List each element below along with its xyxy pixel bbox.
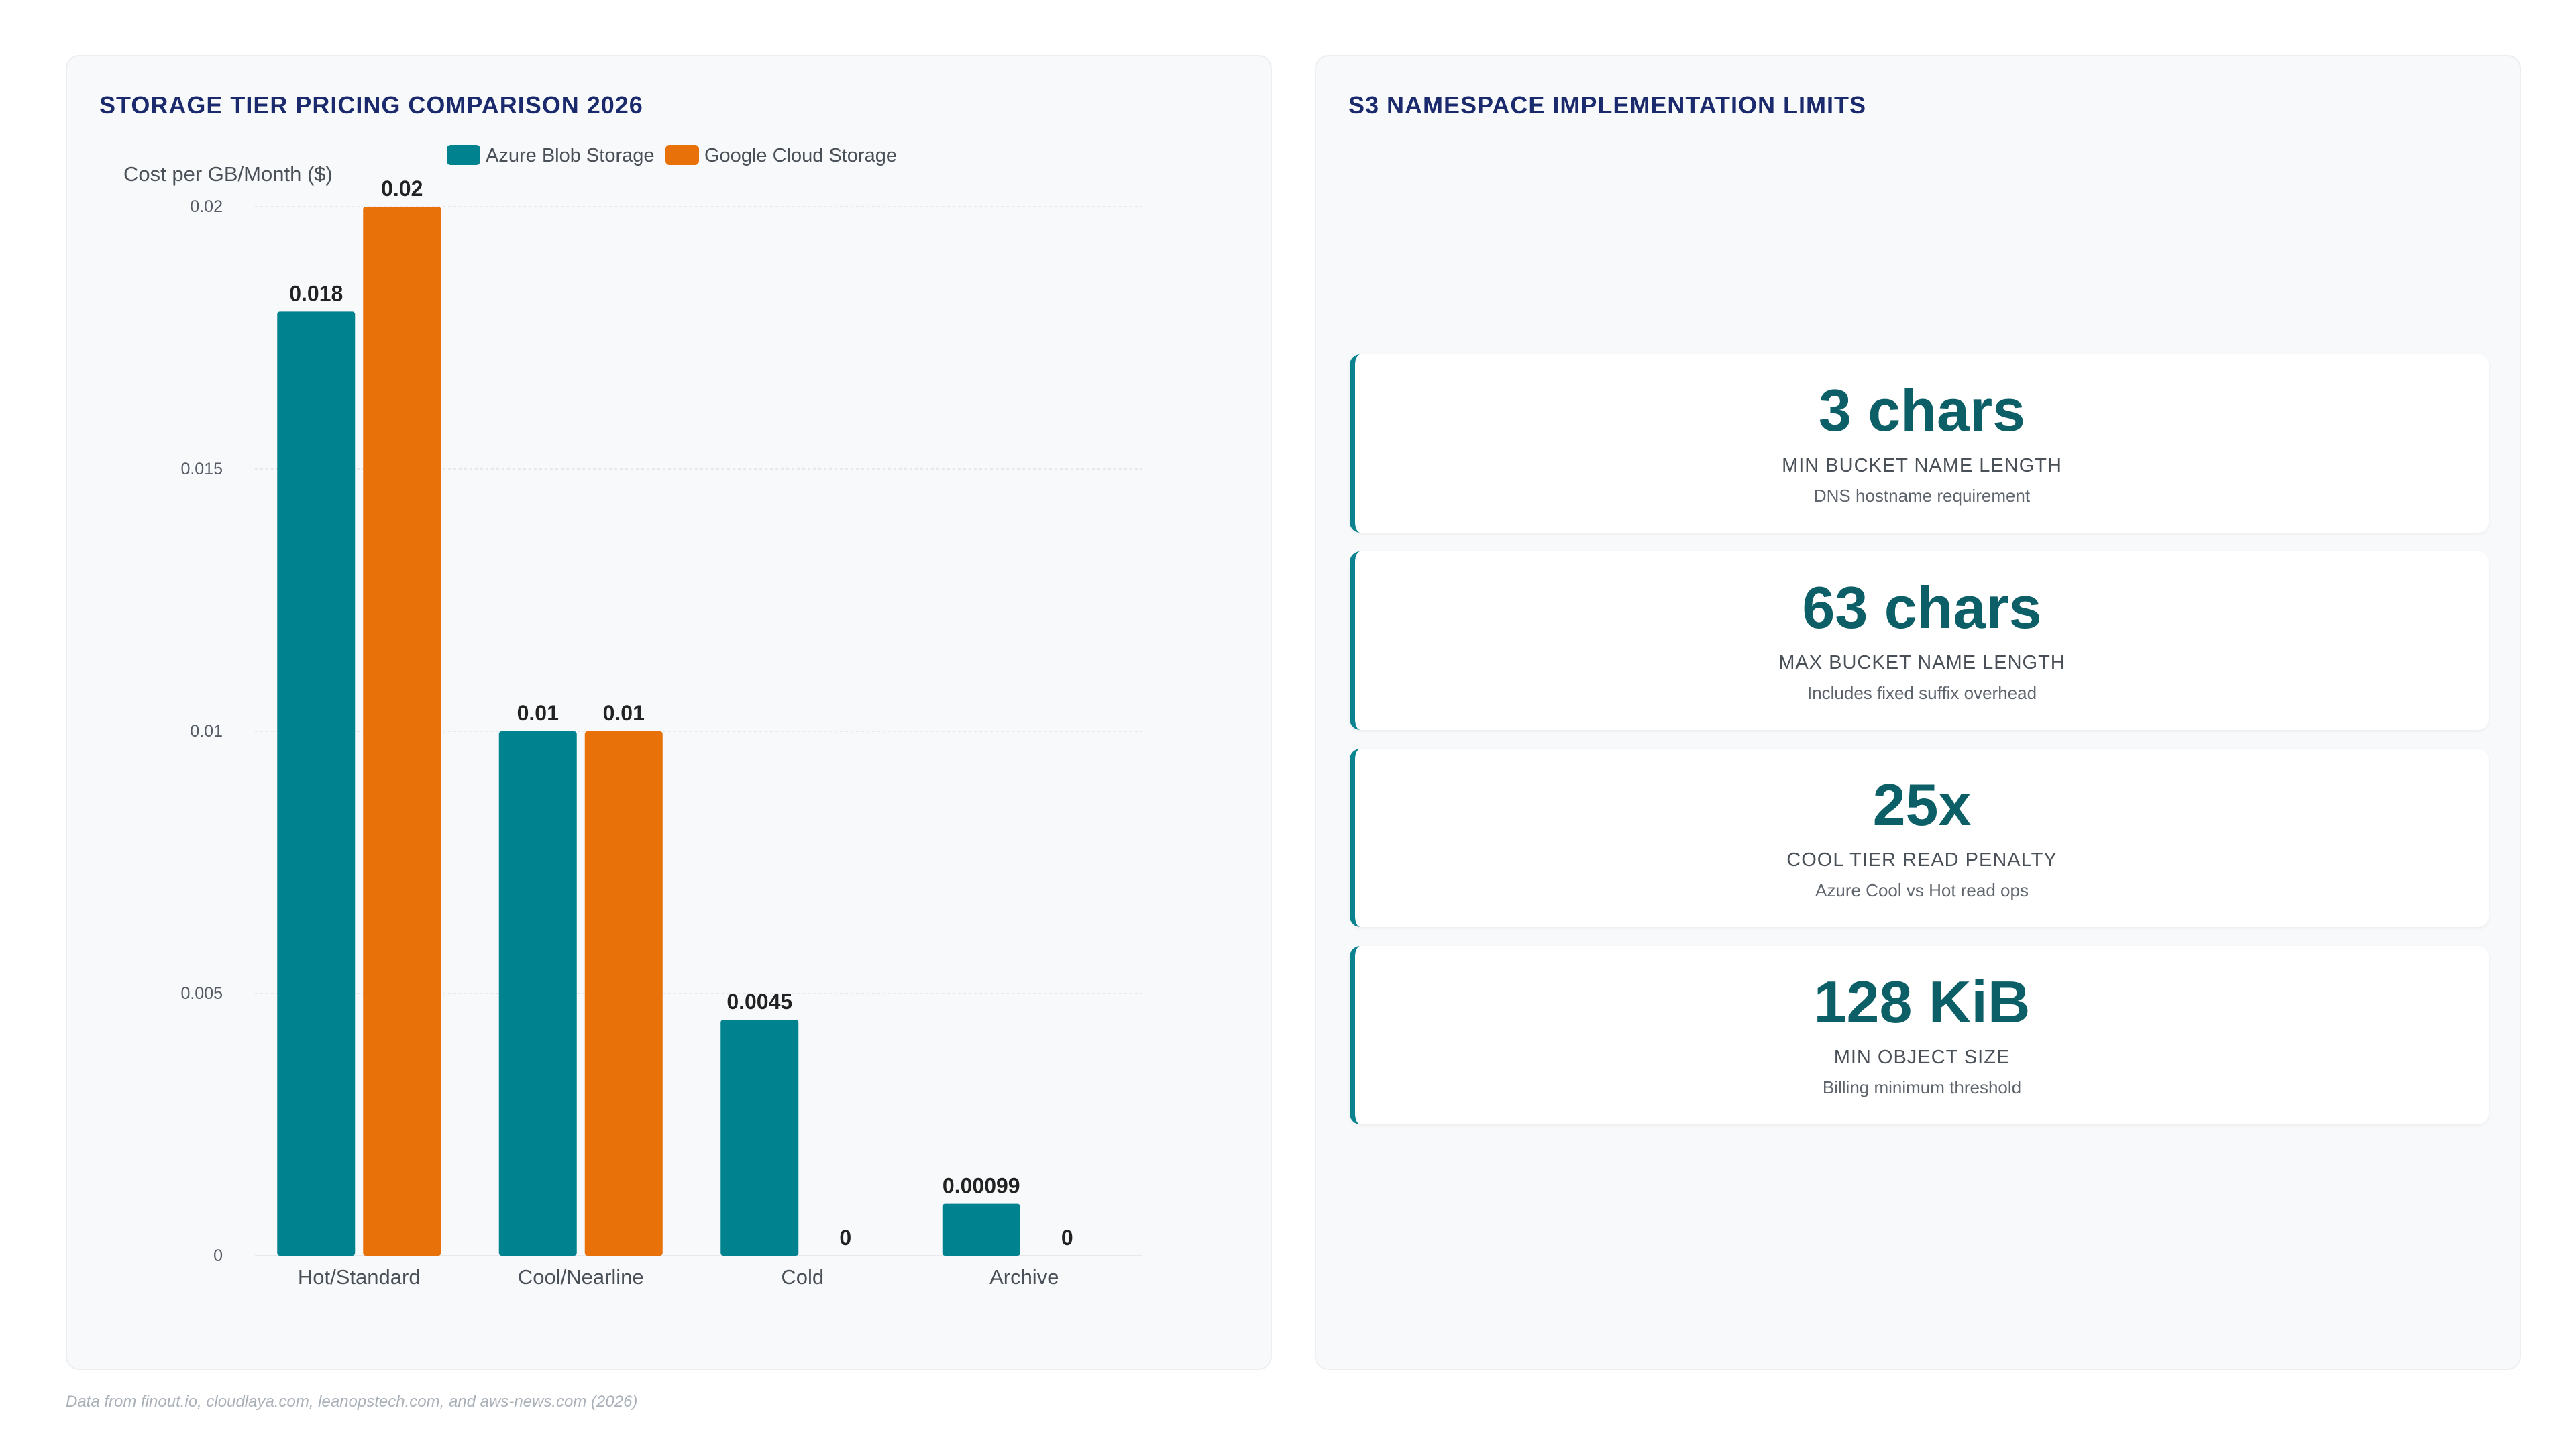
limits-panel: S3 NAMESPACE IMPLEMENTATION LIMITS 3 cha… bbox=[1315, 55, 2521, 1370]
pricing-bar-chart: 0 0.005 0.01 0.015 0.02 Cost per GB/Month ($)… bbox=[123, 145, 1142, 1289]
bar-azure bbox=[277, 311, 356, 1256]
legend-label: Google Cloud Storage bbox=[704, 145, 897, 166]
data-label: 0 bbox=[839, 1226, 851, 1250]
kpi-label: MAX BUCKET NAME LENGTH bbox=[1778, 652, 2065, 674]
y-tick-label: 0.02 bbox=[190, 197, 223, 216]
y-tick-label: 0.01 bbox=[190, 722, 223, 741]
kpi-label: COOL TIER READ PENALTY bbox=[1786, 849, 2057, 871]
kpi-card-max-bucket-length: 63 chars MAX BUCKET NAME LENGTH Includes… bbox=[1350, 551, 2489, 730]
chart-title: STORAGE TIER PRICING COMPARISON 2026 bbox=[99, 91, 643, 119]
x-tick-label: Archive bbox=[989, 1265, 1059, 1289]
kpi-value: 63 chars bbox=[1802, 574, 2042, 641]
x-tick-label: Cold bbox=[781, 1265, 824, 1289]
bar-azure bbox=[498, 731, 577, 1256]
kpi-value: 25x bbox=[1872, 771, 1972, 838]
bar-azure bbox=[942, 1203, 1020, 1256]
data-label: 0 bbox=[1061, 1226, 1073, 1250]
kpi-label: MIN BUCKET NAME LENGTH bbox=[1782, 455, 2062, 476]
kpi-subtext: Azure Cool vs Hot read ops bbox=[1815, 880, 2029, 900]
kpi-subtext: Billing minimum threshold bbox=[1822, 1077, 2022, 1097]
kpi-subtext: Includes fixed suffix overhead bbox=[1807, 683, 2037, 703]
kpi-card-min-bucket-length: 3 chars MIN BUCKET NAME LENGTH DNS hostn… bbox=[1350, 354, 2489, 533]
data-label: 0.01 bbox=[603, 701, 645, 725]
legend-swatch bbox=[447, 145, 480, 165]
data-label: 0.018 bbox=[289, 281, 343, 305]
data-label: 0.00099 bbox=[943, 1174, 1020, 1198]
limits-title: S3 NAMESPACE IMPLEMENTATION LIMITS bbox=[1348, 91, 1867, 119]
kpi-value: 3 chars bbox=[1818, 377, 2026, 443]
kpi-label: MIN OBJECT SIZE bbox=[1833, 1046, 2010, 1068]
pricing-chart-panel: STORAGE TIER PRICING COMPARISON 2026 0 0.… bbox=[66, 55, 1272, 1370]
data-source-footnote: Data from finout.io, cloudlaya.com, lean… bbox=[66, 1393, 638, 1411]
kpi-value: 128 KiB bbox=[1813, 969, 2031, 1035]
legend-swatch bbox=[665, 145, 699, 165]
legend-label: Azure Blob Storage bbox=[486, 145, 654, 166]
data-label: 0.01 bbox=[517, 701, 559, 725]
bar-azure bbox=[720, 1020, 799, 1256]
bar-google bbox=[363, 207, 441, 1256]
data-label: 0.02 bbox=[381, 176, 423, 201]
data-label: 0.0045 bbox=[727, 989, 792, 1014]
bar-google bbox=[584, 731, 663, 1256]
y-tick-label: 0.005 bbox=[180, 984, 223, 1003]
x-tick-label: Hot/Standard bbox=[298, 1265, 421, 1289]
y-axis-label: Cost per GB/Month ($) bbox=[123, 162, 333, 186]
kpi-card-cool-tier-penalty: 25x COOL TIER READ PENALTY Azure Cool vs… bbox=[1350, 749, 2489, 927]
y-tick-label: 0 bbox=[213, 1246, 223, 1265]
kpi-card-min-object-size: 128 KiB MIN OBJECT SIZE Billing minimum … bbox=[1350, 946, 2489, 1124]
x-tick-label: Cool/Nearline bbox=[518, 1265, 644, 1289]
kpi-subtext: DNS hostname requirement bbox=[1813, 486, 2031, 506]
y-tick-label: 0.015 bbox=[180, 460, 223, 478]
